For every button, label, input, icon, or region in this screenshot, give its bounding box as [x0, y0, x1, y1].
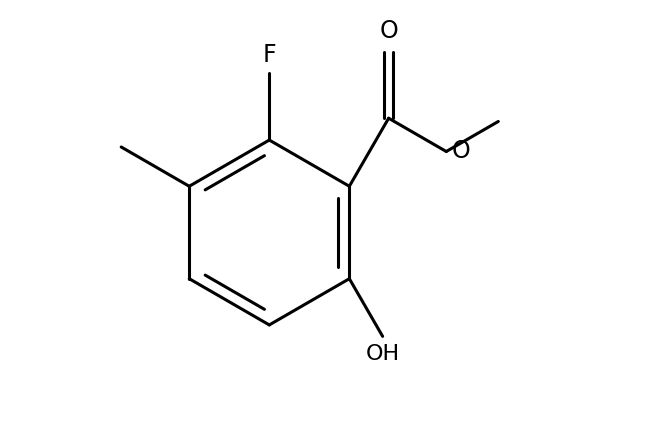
- Text: OH: OH: [365, 344, 399, 364]
- Text: O: O: [379, 19, 398, 43]
- Text: F: F: [263, 43, 276, 67]
- Text: O: O: [452, 140, 470, 163]
